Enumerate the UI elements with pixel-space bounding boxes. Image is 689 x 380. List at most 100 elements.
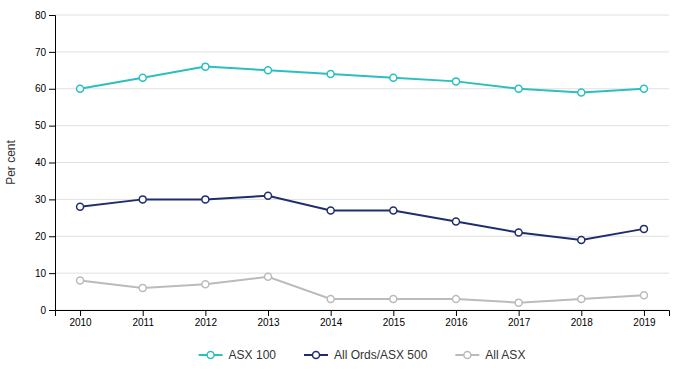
point — [77, 203, 84, 210]
legend-item: All ASX — [455, 348, 525, 362]
point — [327, 71, 334, 78]
x-tick-mark — [456, 310, 457, 316]
x-tick: 2016 — [445, 310, 468, 328]
point — [202, 63, 209, 70]
y-axis: 0 10 20 30 40 50 60 70 80 — [35, 10, 56, 316]
point — [640, 225, 647, 232]
point — [578, 295, 585, 302]
point — [327, 207, 334, 214]
x-axis-line — [56, 311, 670, 317]
point — [452, 78, 459, 85]
x-tick-label: 2012 — [195, 317, 218, 328]
y-tick: 40 — [35, 157, 55, 168]
y-tick-label: 50 — [35, 120, 47, 131]
x-axis: 2010 2011 2012 2013 2014 2015 2016 2017 2018 2019 — [56, 310, 670, 328]
point — [452, 218, 459, 225]
x-tick-label: 2018 — [571, 317, 594, 328]
x-tick-mark — [143, 310, 144, 316]
point — [390, 74, 397, 81]
grid-line — [55, 88, 669, 89]
x-tick-label: 2011 — [132, 317, 154, 328]
x-tick-label: 2016 — [445, 317, 468, 328]
y-axis-title: Per cent — [4, 139, 18, 184]
y-tick-mark — [49, 163, 55, 164]
grid-line — [55, 51, 669, 52]
point — [578, 89, 585, 96]
chart: 2010201120122013201420152016201720182019… — [0, 0, 689, 380]
x-tick-mark — [581, 310, 582, 316]
grid — [55, 15, 669, 310]
y-tick: 0 — [40, 305, 55, 316]
point — [390, 295, 397, 302]
point — [265, 192, 272, 199]
y-axis-line — [49, 16, 56, 311]
point — [139, 284, 146, 291]
point — [77, 85, 84, 92]
y-tick-mark — [49, 89, 55, 90]
x-tick-label: 2017 — [508, 317, 531, 328]
x-tick-mark — [80, 310, 81, 316]
y-tick-mark — [49, 273, 55, 274]
point — [265, 67, 272, 74]
y-tick-mark — [49, 310, 55, 311]
point — [327, 295, 334, 302]
y-tick-label: 60 — [35, 83, 47, 94]
y-tick: 10 — [35, 268, 55, 279]
series-line — [80, 277, 644, 303]
y-tick-label: 20 — [35, 231, 47, 242]
y-tick-mark — [49, 52, 55, 53]
point — [265, 273, 272, 280]
y-tick-mark — [49, 199, 55, 200]
legend-marker — [207, 352, 214, 359]
x-tick: 2015 — [383, 310, 406, 328]
x-tick-label: 2014 — [320, 317, 343, 328]
point — [452, 295, 459, 302]
y-tick-label: 70 — [35, 47, 47, 58]
point — [139, 196, 146, 203]
legend-item: ASX 100 — [199, 348, 277, 362]
point — [139, 74, 146, 81]
x-tick-mark — [331, 310, 332, 316]
y-tick-label: 10 — [35, 268, 47, 279]
x-tick-mark — [205, 310, 206, 316]
x-tick: 2017 — [508, 310, 531, 328]
x-tick: 2012 — [195, 310, 218, 328]
legend-item: All Ords/ASX 500 — [304, 348, 428, 362]
point — [515, 85, 522, 92]
y-tick: 60 — [35, 83, 55, 94]
x-tick: 2010 — [69, 310, 92, 328]
y-tick: 50 — [35, 120, 55, 131]
x-tick-mark — [519, 310, 520, 316]
plot: 2010201120122013201420152016201720182019… — [4, 10, 670, 328]
y-tick: 80 — [35, 10, 55, 21]
point — [202, 196, 209, 203]
legend: ASX 100 All Ords/ASX 500 All ASX — [199, 348, 526, 362]
x-tick: 2013 — [257, 310, 280, 328]
y-tick-label: 30 — [35, 194, 47, 205]
grid-line — [55, 15, 669, 16]
grid-line — [55, 125, 669, 126]
series-group — [77, 63, 648, 306]
legend-label: ASX 100 — [229, 348, 277, 362]
x-tick-label: 2015 — [383, 317, 406, 328]
y-tick-mark — [49, 15, 55, 16]
y-tick: 70 — [35, 47, 55, 58]
point — [390, 207, 397, 214]
point — [578, 236, 585, 243]
point — [202, 281, 209, 288]
x-tick-mark — [644, 310, 645, 316]
series-line — [80, 196, 644, 240]
x-tick: 2014 — [320, 310, 343, 328]
legend-label: All ASX — [485, 348, 525, 362]
series-line — [80, 67, 644, 93]
grid-line — [55, 273, 669, 274]
point — [77, 277, 84, 284]
y-tick-label: 80 — [35, 10, 47, 21]
grid-line — [55, 162, 669, 163]
x-tick: 2018 — [571, 310, 594, 328]
grid-line — [55, 236, 669, 237]
legend-marker — [312, 352, 319, 359]
x-tick: 2019 — [633, 310, 656, 328]
y-tick: 20 — [35, 231, 55, 242]
x-tick-mark — [268, 310, 269, 316]
